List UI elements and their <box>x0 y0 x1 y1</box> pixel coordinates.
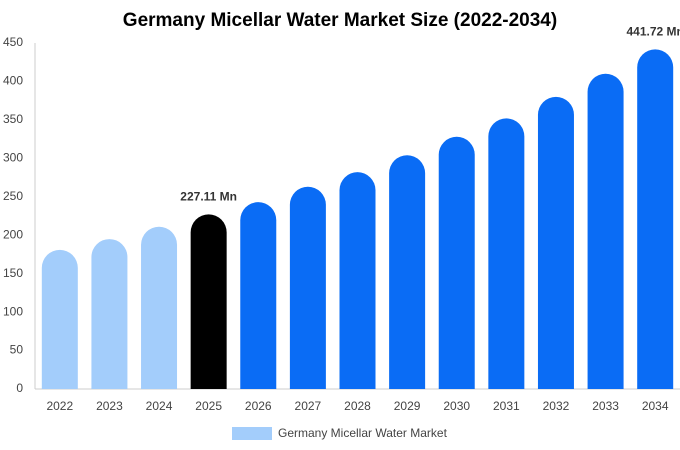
bar <box>190 214 227 389</box>
legend-label: Germany Micellar Water Market <box>278 426 448 440</box>
y-tick-label: 150 <box>3 266 23 280</box>
y-tick-label: 100 <box>3 304 23 318</box>
x-tick-label: 2026 <box>245 399 272 413</box>
x-tick-label: 2029 <box>394 399 421 413</box>
x-tick-label: 2031 <box>493 399 520 413</box>
x-tick-label: 2025 <box>195 399 222 413</box>
chart-title: Germany Micellar Water Market Size (2022… <box>123 10 557 31</box>
bar <box>240 202 277 389</box>
x-tick-label: 2028 <box>344 399 371 413</box>
bar <box>141 226 178 389</box>
x-tick-label: 2033 <box>592 399 619 413</box>
x-tick-label: 2024 <box>146 399 173 413</box>
x-tick-label: 2032 <box>543 399 570 413</box>
y-tick-label: 400 <box>3 74 23 88</box>
bar <box>389 155 426 389</box>
bar <box>537 96 574 390</box>
y-tick-label: 0 <box>16 381 23 395</box>
bar <box>587 73 624 389</box>
bar <box>637 49 674 390</box>
x-tick-label: 2030 <box>443 399 470 413</box>
x-tick-label: 2027 <box>295 399 322 413</box>
bar <box>91 239 128 389</box>
value-label: 227.11 Mn <box>180 190 237 204</box>
y-tick-label: 250 <box>3 189 23 203</box>
legend-swatch <box>232 427 272 440</box>
y-tick-label: 300 <box>3 151 23 165</box>
bar <box>488 118 525 389</box>
bar <box>289 186 326 389</box>
bar <box>41 249 78 389</box>
x-tick-label: 2034 <box>642 399 669 413</box>
bar <box>438 136 475 389</box>
y-tick-label: 450 <box>3 35 23 49</box>
y-tick-label: 50 <box>10 343 24 357</box>
x-tick-label: 2022 <box>46 399 73 413</box>
x-tick-label: 2023 <box>96 399 123 413</box>
bar <box>339 172 376 389</box>
value-label: 441.72 Mn <box>627 25 680 39</box>
y-tick-label: 350 <box>3 112 23 126</box>
y-tick-label: 200 <box>3 227 23 241</box>
